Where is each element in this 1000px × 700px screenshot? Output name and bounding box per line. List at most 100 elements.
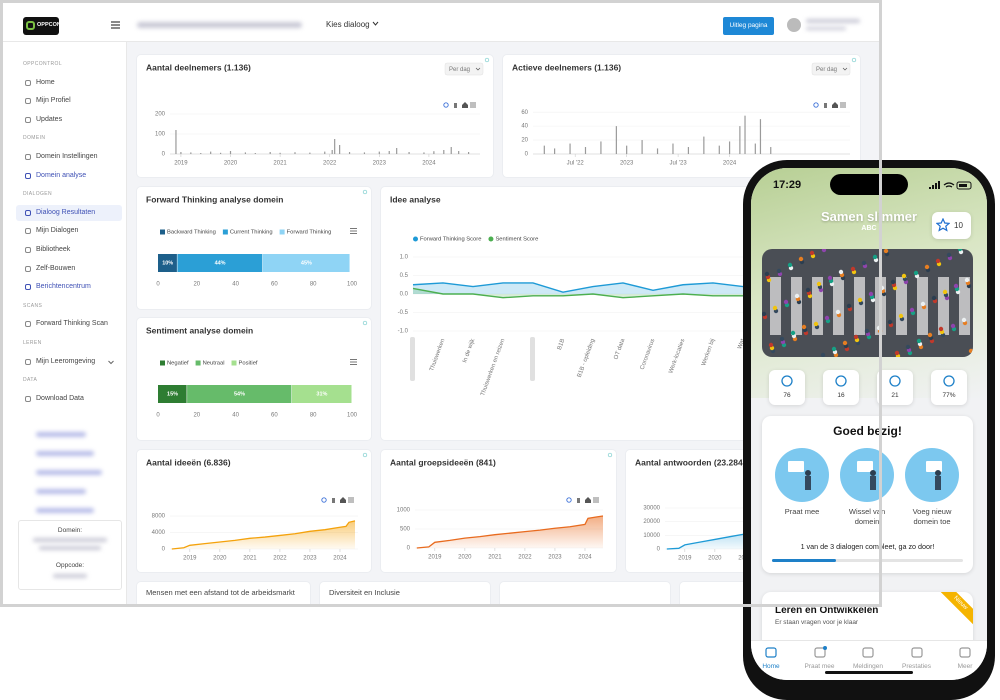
pedestrian [842, 340, 848, 346]
sidebar-item[interactable]: Forward Thinking Scan [16, 316, 122, 332]
chart-menu[interactable] [350, 359, 357, 365]
chart-toolbar[interactable] [443, 102, 476, 108]
pedestrian [931, 295, 937, 301]
bar [180, 152, 182, 154]
item-icon [25, 79, 31, 86]
x-tick-label: 2020 [708, 556, 722, 562]
stat-tile[interactable]: 76 [769, 370, 805, 405]
item-label: Berichtencentrum [36, 283, 91, 291]
blurred-label [530, 337, 535, 381]
sidebar-item[interactable]: Bibliotheek [16, 242, 122, 258]
pedestrian [901, 273, 907, 279]
sidebar-item[interactable]: Mijn Leeromgeving [16, 354, 122, 370]
area-fill [171, 520, 355, 549]
value-label: 45% [301, 260, 312, 266]
pedestrian [801, 324, 807, 330]
item-label: Mijn Leeromgeving [36, 357, 96, 365]
legend-swatch [413, 236, 418, 242]
logo[interactable]: OPPCONTROL [23, 17, 76, 35]
stat-tile[interactable]: 21 [877, 370, 913, 405]
legend-swatch [222, 229, 228, 235]
stat-icon-shape [943, 375, 955, 387]
x-tick-label: 2021 [243, 556, 257, 562]
avatar[interactable] [787, 18, 801, 32]
bar [718, 145, 720, 154]
action-label[interactable]: Voeg nieuw domein toe [912, 507, 952, 526]
sidebar-item[interactable]: Home [16, 75, 122, 91]
x-tick-label: 80 [310, 282, 317, 288]
item-icon [25, 98, 31, 105]
tab-icon-shape [862, 647, 874, 658]
sidebar-item[interactable]: Mijn Dialogen [16, 223, 122, 239]
bar [584, 147, 587, 154]
value-label: 15% [167, 391, 178, 397]
sidebar-item[interactable]: Berichtencentrum [16, 279, 122, 295]
area-fill [416, 516, 603, 548]
y-tick-label: 0 [162, 152, 166, 158]
sidebar-item[interactable]: Domein analyse [16, 168, 122, 184]
sidebar-item[interactable]: Zelf-Bouwen [16, 261, 122, 277]
x-tick-label: 2021 [273, 161, 287, 167]
stat-tile[interactable]: 16 [823, 370, 859, 405]
sidebar-item[interactable]: Domein Instellingen [16, 149, 122, 165]
y-tick-label: 1.0 [400, 255, 409, 261]
sidebar-item[interactable]: Updates [16, 112, 122, 128]
illustration-head [870, 470, 876, 476]
progress-card: Goed bezig! Praat mee Wissel van domein Voe… [762, 416, 973, 573]
battery [956, 181, 972, 190]
tab[interactable]: Meer [957, 663, 973, 670]
dialog-select[interactable]: Kies dialoog [326, 20, 379, 29]
bar [754, 143, 756, 154]
chart-card: Forward Thinking analyse domein Backward … [137, 187, 371, 309]
action-label[interactable]: Praat mee [784, 507, 820, 516]
menu-toggle[interactable] [111, 21, 120, 29]
stat-value: 76 [783, 392, 791, 399]
hero-image [762, 249, 973, 357]
bar-segment [177, 254, 263, 272]
y-tick-label: 500 [400, 527, 411, 533]
pedestrian [850, 266, 856, 272]
chart-toolbar[interactable] [566, 497, 599, 503]
bar [331, 150, 333, 154]
sidebar-item[interactable]: Download Data [16, 391, 122, 407]
period-select[interactable]: Per dag [444, 62, 484, 76]
sidebar-item[interactable]: Dialoog Resultaten [16, 204, 122, 221]
legend-swatch [160, 360, 165, 366]
illustration-body [805, 476, 811, 490]
x-tick-label: 2019 [678, 556, 692, 562]
x-tick-label: 20 [193, 413, 200, 419]
action-illustration[interactable] [774, 447, 830, 503]
x-tick-label: 60 [271, 413, 278, 419]
tab[interactable]: Home [762, 663, 780, 670]
chart-menu[interactable] [350, 228, 357, 234]
x-tick-label: 2024 [723, 161, 737, 167]
chart-toolbar[interactable] [813, 102, 846, 108]
chart-toolbar[interactable] [321, 497, 354, 503]
x-tick-label: Jul '22 [567, 161, 585, 167]
action-illustration[interactable] [839, 447, 895, 503]
action-illustration[interactable] [904, 447, 960, 503]
help-button[interactable]: Uitleg pagina [723, 17, 774, 35]
stat-tile[interactable]: 77% [931, 370, 967, 405]
tab[interactable]: Praat mee [804, 663, 835, 670]
tab-icon-shape [813, 647, 826, 658]
signal-bar [938, 181, 940, 189]
brand: OPPCONTROL [37, 22, 76, 28]
legend-label: Backward Thinking [167, 230, 216, 236]
home-icon [462, 102, 468, 108]
pedestrian [798, 256, 804, 262]
tab[interactable]: Prestaties [902, 663, 931, 670]
period-select[interactable]: Per dag [811, 62, 851, 76]
pedestrian [764, 271, 770, 277]
bar [687, 147, 690, 154]
bottom-card [500, 582, 670, 607]
action-label[interactable]: Wissel van domein [848, 507, 886, 526]
stars-badge[interactable]: 10 [932, 212, 971, 239]
bar [269, 152, 271, 154]
sidebar-item[interactable]: Mijn Profiel [16, 93, 122, 109]
bar [554, 148, 556, 154]
status-icons [929, 181, 972, 190]
tab[interactable]: Meldingen [853, 663, 883, 670]
chart-card: Aantal groepsideeën (841) 0 500 1000 2019 202… [381, 450, 616, 572]
